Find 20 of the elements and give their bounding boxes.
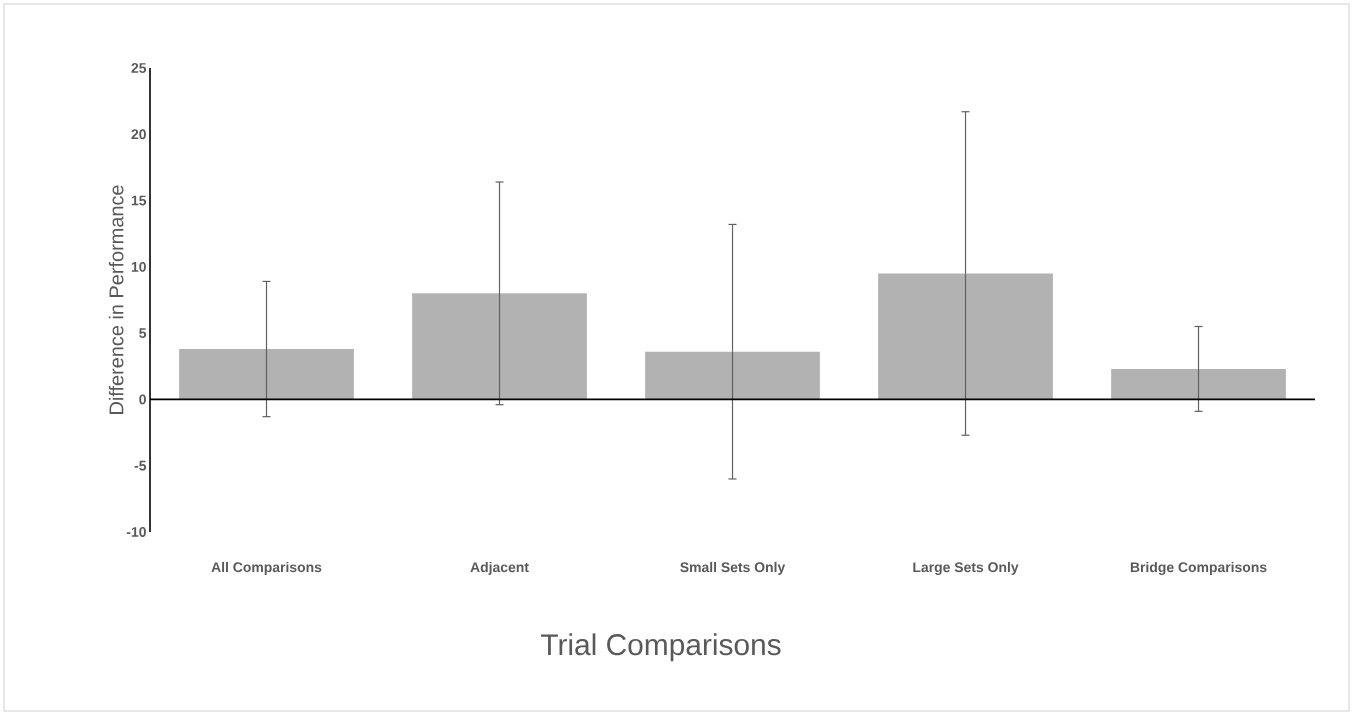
y-tick-label: 5 (139, 328, 147, 339)
y-tick-label: -10 (126, 527, 146, 537)
bar (179, 349, 354, 400)
x-tick-label: Bridge Comparisons (1130, 561, 1267, 575)
y-tick-label: 0 (139, 394, 146, 405)
y-tick-label: -5 (134, 460, 147, 471)
x-axis-title: Trial Comparisons (540, 633, 781, 662)
x-tick-label: Large Sets Only (913, 561, 1019, 575)
y-tick-label: 15 (131, 195, 147, 206)
bar (412, 293, 587, 400)
bar (1111, 368, 1286, 400)
x-tick-label: All Comparisons (211, 561, 322, 575)
bar (645, 351, 820, 400)
y-axis-title: Difference in Performance (108, 185, 124, 414)
x-tick-label: Adjacent (470, 561, 529, 575)
y-tick-label: 25 (131, 63, 147, 73)
y-tick-label: 10 (131, 261, 146, 272)
y-tick-label: 20 (131, 129, 146, 140)
x-tick-label: Small Sets Only (680, 561, 786, 575)
bar (878, 273, 1053, 400)
